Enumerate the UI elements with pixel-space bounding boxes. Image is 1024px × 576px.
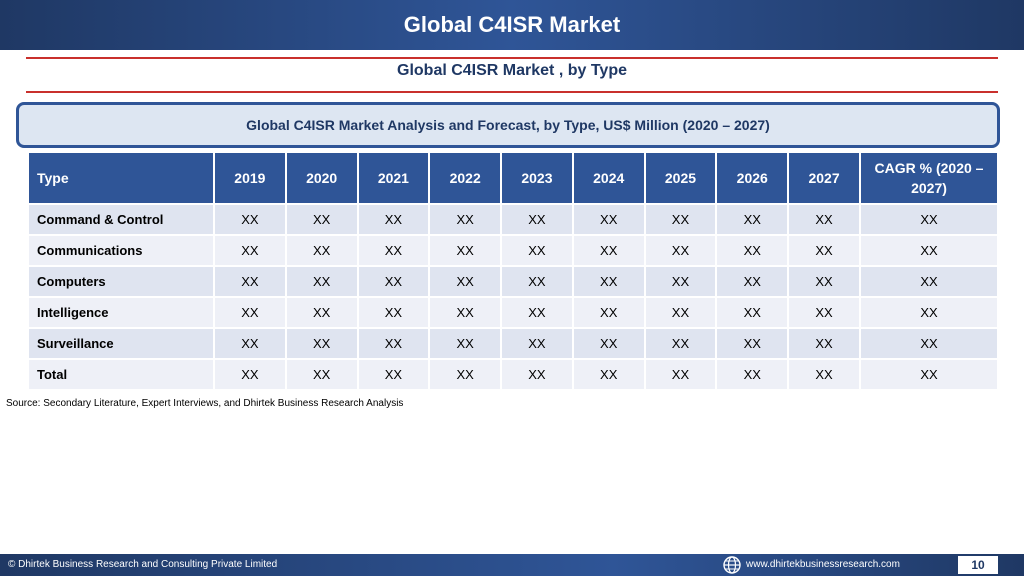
bottom-divider <box>26 91 998 93</box>
footer-bar: © Dhirtek Business Research and Consulti… <box>0 554 1024 576</box>
value-cell: XX <box>645 329 716 358</box>
value-cell: XX <box>789 360 859 389</box>
value-cell: XX <box>789 205 859 234</box>
page-number: 10 <box>958 556 998 574</box>
table-row: Intelligence XX XX XX XX XX XX XX XX XX XX <box>29 298 997 327</box>
value-cell: XX <box>717 360 788 389</box>
value-cell: XX <box>215 267 285 296</box>
value-cell: XX <box>358 360 429 389</box>
row-label-cell: Total <box>29 360 213 389</box>
row-label-cell: Communications <box>29 236 213 265</box>
table-row: Computers XX XX XX XX XX XX XX XX XX XX <box>29 267 997 296</box>
value-cell: XX <box>286 267 357 296</box>
market-table: Type 2019 2020 2021 2022 2023 2024 2025 … <box>27 151 999 391</box>
value-cell: XX <box>358 267 429 296</box>
value-cell: XX <box>286 205 357 234</box>
value-cell: XX <box>573 236 644 265</box>
top-divider <box>26 57 998 59</box>
value-cell: XX <box>502 298 572 327</box>
value-cell: XX <box>430 360 501 389</box>
source-note: Source: Secondary Literature, Expert Int… <box>6 398 404 409</box>
column-header: 2020 <box>286 153 357 203</box>
column-header: Type <box>29 153 213 203</box>
value-cell: XX <box>861 298 997 327</box>
value-cell: XX <box>358 298 429 327</box>
value-cell: XX <box>215 329 285 358</box>
table-row: Surveillance XX XX XX XX XX XX XX XX XX XX <box>29 329 997 358</box>
value-cell: XX <box>502 236 572 265</box>
value-cell: XX <box>502 267 572 296</box>
column-header: CAGR % (2020 – 2027) <box>861 153 997 203</box>
column-header: 2022 <box>430 153 501 203</box>
value-cell: XX <box>430 205 501 234</box>
value-cell: XX <box>502 205 572 234</box>
value-cell: XX <box>645 360 716 389</box>
website-link[interactable]: www.dhirtekbusinessresearch.com <box>746 559 900 570</box>
value-cell: XX <box>573 360 644 389</box>
value-cell: XX <box>286 329 357 358</box>
value-cell: XX <box>789 236 859 265</box>
column-header: 2025 <box>645 153 716 203</box>
section-subtitle: Global C4ISR Market , by Type <box>397 62 627 79</box>
copyright-text: © Dhirtek Business Research and Consulti… <box>8 559 278 570</box>
row-label-cell: Command & Control <box>29 205 213 234</box>
table-row: Command & Control XX XX XX XX XX XX XX XX XX XX <box>29 205 997 234</box>
value-cell: XX <box>789 267 859 296</box>
value-cell: XX <box>430 236 501 265</box>
value-cell: XX <box>861 267 997 296</box>
row-label-cell: Intelligence <box>29 298 213 327</box>
value-cell: XX <box>215 205 285 234</box>
value-cell: XX <box>645 298 716 327</box>
column-header: 2026 <box>717 153 788 203</box>
value-cell: XX <box>717 205 788 234</box>
value-cell: XX <box>215 360 285 389</box>
value-cell: XX <box>430 298 501 327</box>
value-cell: XX <box>645 236 716 265</box>
value-cell: XX <box>430 267 501 296</box>
value-cell: XX <box>215 236 285 265</box>
value-cell: XX <box>502 360 572 389</box>
column-header: 2024 <box>573 153 644 203</box>
value-cell: XX <box>573 298 644 327</box>
value-cell: XX <box>861 205 997 234</box>
table-caption: Global C4ISR Market Analysis and Forecas… <box>246 117 770 133</box>
value-cell: XX <box>286 298 357 327</box>
value-cell: XX <box>358 329 429 358</box>
value-cell: XX <box>717 329 788 358</box>
row-label-cell: Computers <box>29 267 213 296</box>
value-cell: XX <box>358 236 429 265</box>
column-header: 2019 <box>215 153 285 203</box>
value-cell: XX <box>861 360 997 389</box>
value-cell: XX <box>789 298 859 327</box>
value-cell: XX <box>215 298 285 327</box>
value-cell: XX <box>286 360 357 389</box>
value-cell: XX <box>430 329 501 358</box>
value-cell: XX <box>717 236 788 265</box>
value-cell: XX <box>861 236 997 265</box>
globe-icon <box>723 556 741 574</box>
column-header: 2021 <box>358 153 429 203</box>
value-cell: XX <box>789 329 859 358</box>
value-cell: XX <box>717 267 788 296</box>
value-cell: XX <box>645 267 716 296</box>
table-row: Total XX XX XX XX XX XX XX XX XX XX <box>29 360 997 389</box>
value-cell: XX <box>286 236 357 265</box>
value-cell: XX <box>573 329 644 358</box>
column-header: 2023 <box>502 153 572 203</box>
value-cell: XX <box>358 205 429 234</box>
row-label-cell: Surveillance <box>29 329 213 358</box>
value-cell: XX <box>502 329 572 358</box>
table-header-row: Type 2019 2020 2021 2022 2023 2024 2025 … <box>29 153 997 203</box>
table-row: Communications XX XX XX XX XX XX XX XX XX XX <box>29 236 997 265</box>
value-cell: XX <box>717 298 788 327</box>
table-caption-box: Global C4ISR Market Analysis and Forecas… <box>16 102 1000 148</box>
page-title: Global C4ISR Market <box>403 12 621 37</box>
header-bar: Global C4ISR Market <box>0 0 1024 50</box>
value-cell: XX <box>573 267 644 296</box>
value-cell: XX <box>861 329 997 358</box>
value-cell: XX <box>645 205 716 234</box>
value-cell: XX <box>573 205 644 234</box>
column-header: 2027 <box>789 153 859 203</box>
